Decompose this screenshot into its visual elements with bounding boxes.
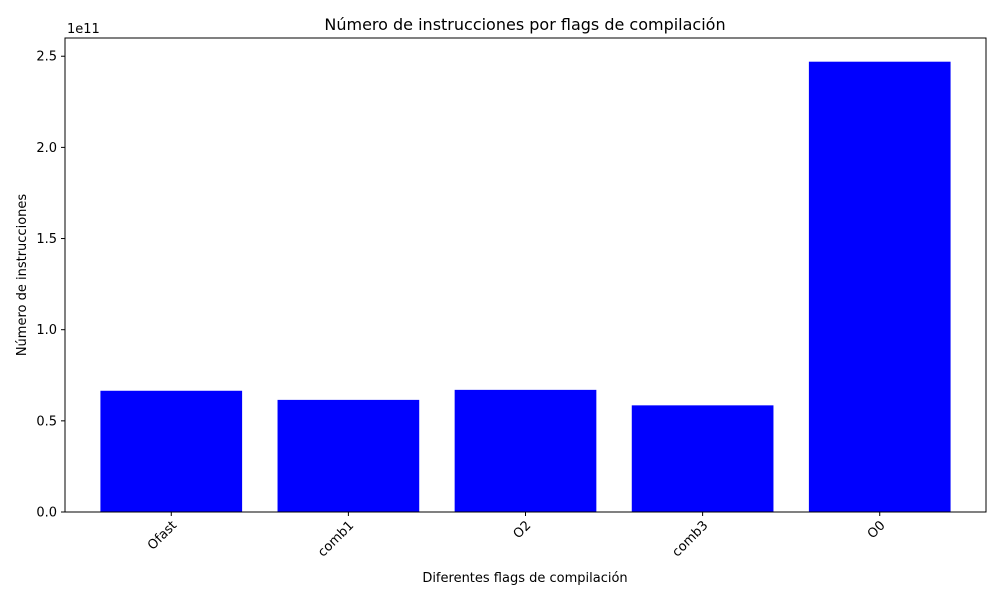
x-axis-label: Diferentes flags de compilación: [422, 571, 627, 586]
x-tick-label: Ofast: [145, 518, 180, 553]
plot-area-frame: [64, 37, 987, 513]
y-tick-label: 1.5: [36, 232, 57, 247]
x-tick-label: O0: [865, 518, 889, 542]
bar-Ofast: [100, 390, 243, 512]
bars-group: [100, 61, 951, 512]
bar-O2: [454, 389, 597, 512]
x-tick-label: O2: [511, 518, 535, 542]
bar-O0: [808, 61, 951, 512]
y-tick-label: 0.0: [36, 506, 57, 521]
y-axis-offset-label: 1e11: [67, 22, 100, 37]
bar-comb3: [631, 405, 774, 512]
x-tick-label: comb1: [315, 518, 357, 560]
y-tick-label: 2.0: [36, 141, 57, 156]
y-ticks-group: 0.0 0.5 1.0 1.5 2.0 2.5: [36, 50, 65, 521]
x-tick-label: comb3: [670, 518, 712, 560]
y-tick-label: 2.5: [36, 50, 57, 65]
chart-title: Número de instrucciones por flags de com…: [324, 15, 725, 34]
x-ticks-group: Ofast comb1 O2 comb3 O0: [145, 512, 889, 560]
y-axis-label: Número de instrucciones: [15, 194, 30, 357]
bar-comb1: [277, 399, 420, 512]
y-tick-label: 1.0: [36, 323, 57, 338]
y-tick-label: 0.5: [36, 414, 57, 429]
